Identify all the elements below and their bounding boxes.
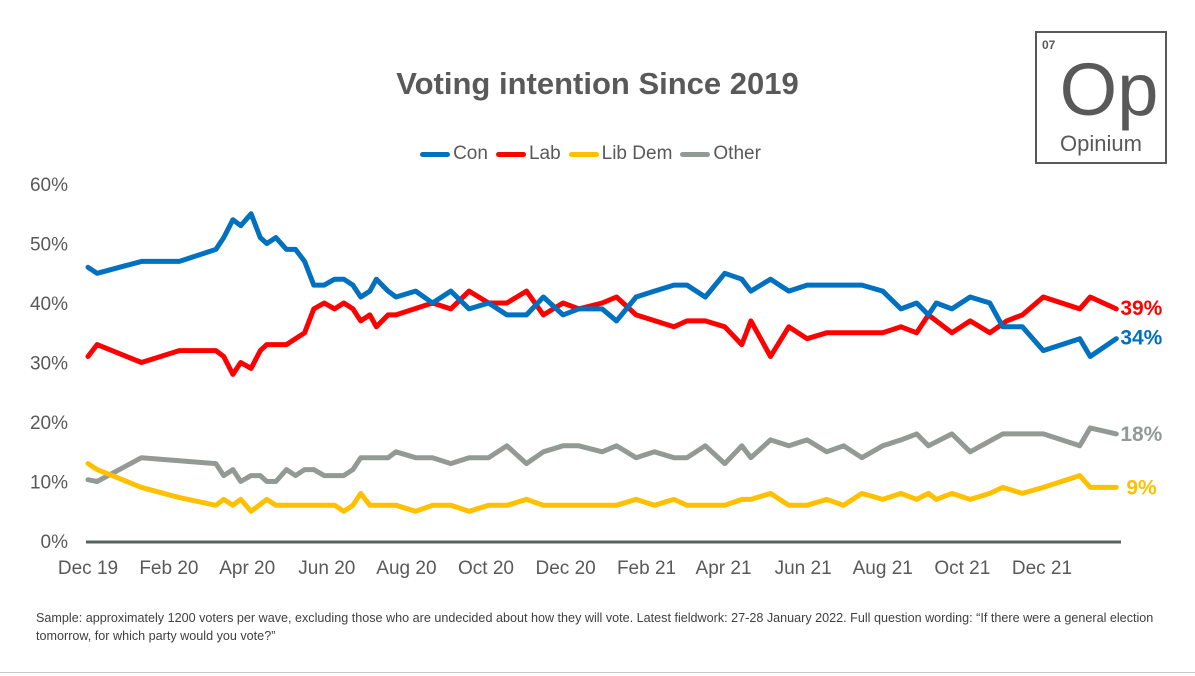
opinium-logo: 07 Op Opinium	[1035, 31, 1167, 164]
series-line-con	[85, 211, 1119, 359]
x-tick-label: Dec 21	[1012, 558, 1072, 579]
legend-swatch	[568, 151, 599, 157]
y-tick-label: 10%	[30, 473, 68, 494]
end-label-con: 34%	[1120, 327, 1162, 350]
y-tick-label: 20%	[30, 413, 68, 434]
legend-swatch	[420, 151, 451, 157]
legend-label: Lab	[528, 143, 561, 164]
x-tick-label: Dec 20	[536, 558, 596, 579]
divider	[0, 672, 1195, 673]
x-tick-label: Aug 21	[853, 558, 913, 579]
legend-item-con: Con	[420, 143, 488, 165]
legend-swatch	[680, 151, 711, 157]
legend-item-libdem: Lib Dem	[568, 143, 673, 165]
end-label-lib-dem: 9%	[1126, 476, 1157, 499]
x-tick-label: Apr 20	[219, 558, 275, 579]
x-tick-label: Jun 21	[775, 558, 832, 579]
y-tick-label: 50%	[30, 235, 68, 256]
legend-swatch	[495, 151, 526, 157]
x-tick-label: Dec 19	[58, 558, 118, 579]
x-tick-label: Oct 21	[934, 558, 990, 579]
legend-label: Other	[713, 143, 761, 164]
series-line-lib-dem	[85, 461, 1119, 514]
x-tick-label: Feb 21	[617, 558, 676, 579]
end-label-other: 18%	[1120, 423, 1162, 446]
x-tick-label: Jun 20	[298, 558, 355, 579]
x-tick-label: Oct 20	[458, 558, 514, 579]
logo-number: 07	[1042, 38, 1056, 52]
y-tick-label: 0%	[41, 532, 69, 553]
y-tick-label: 30%	[30, 354, 68, 375]
x-tick-label: Apr 21	[696, 558, 752, 579]
y-tick-label: 60%	[30, 175, 68, 196]
x-tick-label: Aug 20	[376, 558, 436, 579]
legend-item-lab: Lab	[495, 143, 561, 165]
legend: Con Lab Lib Dem Other	[0, 143, 1195, 165]
legend-label: Lib Dem	[601, 143, 673, 164]
logo-name: Opinium	[1060, 131, 1142, 156]
y-tick-label: 40%	[30, 294, 68, 315]
footnote: Sample: approximately 1200 voters per wa…	[36, 611, 1154, 643]
end-label-lab: 39%	[1120, 297, 1162, 320]
chart-title: Voting intention Since 2019	[396, 66, 799, 101]
legend-label: Con	[453, 143, 488, 164]
logo-symbol: Op	[1059, 48, 1159, 131]
x-tick-label: Feb 20	[139, 558, 198, 579]
series-line-other	[85, 425, 1119, 484]
legend-item-other: Other	[680, 143, 761, 165]
